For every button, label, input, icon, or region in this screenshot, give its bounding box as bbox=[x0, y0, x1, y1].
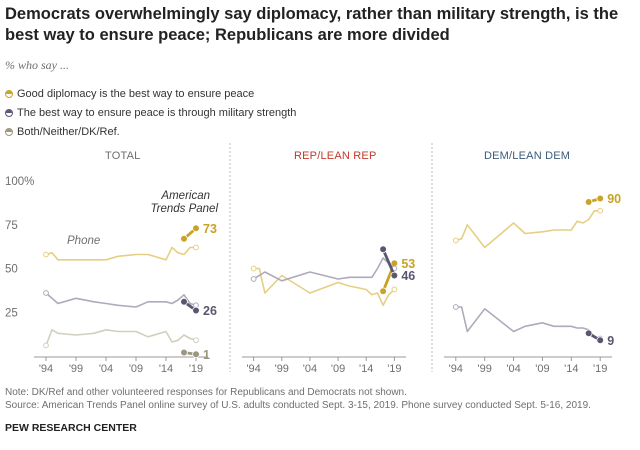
data-point bbox=[379, 245, 387, 254]
x-tick-label: '19 bbox=[593, 363, 607, 375]
x-tick-label: '99 bbox=[69, 363, 83, 375]
y-tick-label: 100% bbox=[5, 176, 34, 188]
panel-title-dem: DEM/LEAN DEM bbox=[484, 150, 571, 162]
panel-title-total: TOTAL bbox=[105, 150, 141, 162]
y-tick-label: 75 bbox=[5, 220, 18, 232]
data-point bbox=[584, 198, 593, 206]
series-line bbox=[252, 257, 396, 282]
data-point bbox=[43, 290, 49, 296]
data-label: 73 bbox=[203, 222, 217, 236]
data-point bbox=[180, 348, 188, 357]
legend-label: Both/Neither/DK/Ref. bbox=[17, 125, 120, 138]
legend-label: Good diplomacy is the best way to ensure… bbox=[17, 87, 255, 100]
y-tick-label: 50 bbox=[5, 264, 18, 276]
data-point bbox=[193, 244, 199, 251]
data-point bbox=[180, 297, 188, 306]
data-label: 53 bbox=[401, 257, 415, 271]
note-text: Note: DK/Ref and other volunteered respo… bbox=[5, 387, 407, 398]
y-tick-label: 25 bbox=[5, 307, 18, 319]
x-tick-label: '19 bbox=[387, 363, 401, 375]
data-point bbox=[452, 237, 459, 244]
data-point bbox=[452, 304, 459, 310]
x-tick-label: '99 bbox=[275, 363, 289, 375]
data-point bbox=[250, 276, 257, 282]
x-tick-label: '14 bbox=[359, 363, 373, 375]
x-tick-label: '04 bbox=[303, 363, 317, 375]
data-point bbox=[43, 342, 49, 349]
x-tick-label: '09 bbox=[129, 363, 143, 375]
panel-title-rep: REP/LEAN REP bbox=[294, 150, 377, 162]
legend-item-other: Both/Neither/DK/Ref. bbox=[5, 122, 296, 141]
data-point bbox=[390, 271, 399, 280]
legend-item-military: The best way to ensure peace is through … bbox=[5, 103, 296, 122]
x-tick-label: '94 bbox=[246, 363, 260, 375]
x-tick-label: '99 bbox=[477, 363, 491, 375]
x-tick-label: '14 bbox=[564, 363, 578, 375]
legend-dot-icon bbox=[5, 108, 13, 117]
series-line bbox=[454, 306, 602, 340]
source-text: Source: American Trends Panel online sur… bbox=[5, 400, 591, 411]
chart-subtitle: % who say ... bbox=[5, 58, 69, 72]
org-credit: PEW RESEARCH CENTER bbox=[5, 422, 137, 434]
series-line bbox=[45, 292, 197, 308]
x-tick-label: '09 bbox=[535, 363, 549, 375]
data-point bbox=[193, 337, 199, 344]
series-line bbox=[45, 328, 197, 347]
x-tick-label: '04 bbox=[99, 363, 113, 375]
data-point bbox=[180, 234, 188, 243]
x-tick-label: '14 bbox=[159, 363, 173, 375]
atp-annotation: American bbox=[160, 190, 210, 202]
x-tick-label: '04 bbox=[506, 363, 520, 375]
data-point bbox=[596, 336, 605, 345]
data-label: 46 bbox=[401, 269, 415, 283]
atp-annotation: Trends Panel bbox=[150, 203, 218, 215]
legend: Good diplomacy is the best way to ensure… bbox=[5, 84, 296, 141]
data-point bbox=[391, 286, 398, 293]
data-label: 26 bbox=[203, 304, 217, 318]
data-point bbox=[597, 207, 604, 214]
series-line bbox=[454, 210, 602, 249]
data-point bbox=[250, 265, 257, 272]
data-point bbox=[584, 329, 593, 338]
phone-annotation: Phone bbox=[67, 235, 100, 247]
series-line bbox=[45, 246, 197, 261]
data-point bbox=[192, 224, 200, 233]
x-tick-label: '94 bbox=[39, 363, 53, 375]
legend-dot-icon bbox=[5, 127, 13, 136]
chart-title: Democrats overwhelmingly say diplomacy, … bbox=[5, 5, 619, 44]
data-point bbox=[43, 251, 49, 258]
data-label: 1 bbox=[203, 348, 210, 362]
legend-label: The best way to ensure peace is through … bbox=[17, 106, 297, 119]
footnote: Note: DK/Ref and other volunteered respo… bbox=[5, 386, 591, 412]
x-tick-label: '94 bbox=[449, 363, 463, 375]
data-point bbox=[596, 194, 605, 203]
data-point bbox=[192, 306, 200, 315]
data-label: 9 bbox=[607, 334, 614, 348]
data-label: 90 bbox=[607, 192, 621, 206]
legend-item-diplomacy: Good diplomacy is the best way to ensure… bbox=[5, 84, 296, 103]
legend-dot-icon bbox=[5, 89, 13, 98]
series-line bbox=[252, 267, 396, 307]
x-tick-label: '09 bbox=[331, 363, 345, 375]
data-point bbox=[192, 350, 200, 359]
x-tick-label: '19 bbox=[189, 363, 203, 375]
series-line bbox=[381, 247, 396, 277]
data-point bbox=[379, 287, 387, 296]
